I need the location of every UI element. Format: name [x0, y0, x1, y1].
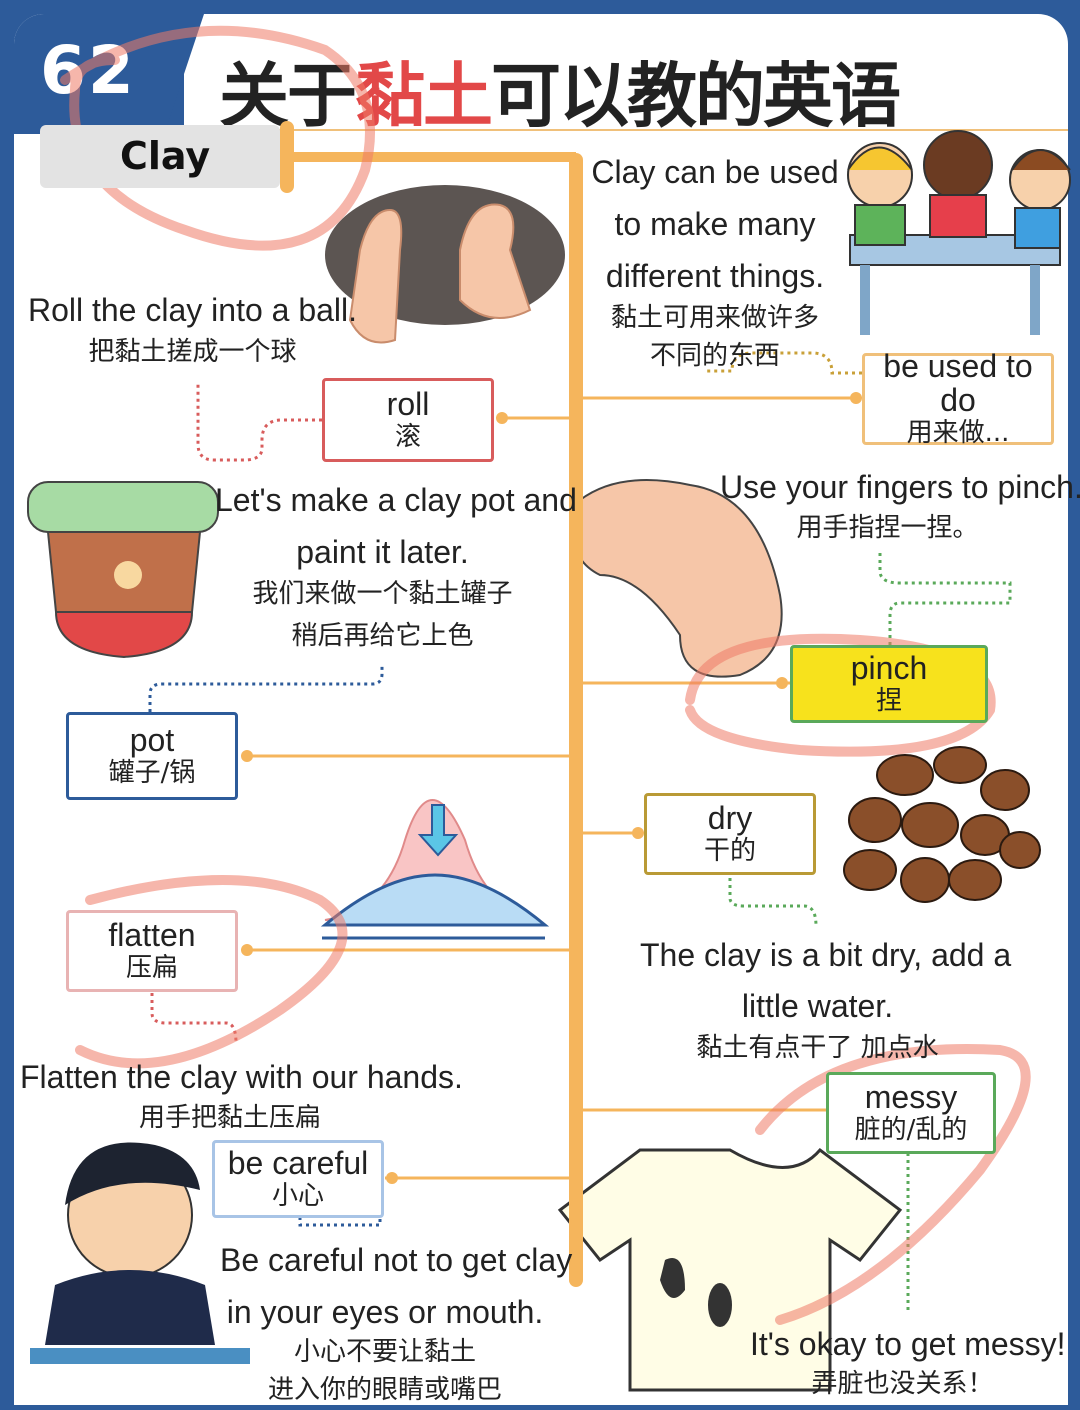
messy-sentence-en: It's okay to get messy!	[750, 1326, 1066, 1362]
word-box-roll: roll 滚	[322, 378, 494, 462]
flatten-sentence-cn: 用手把黏土压扁	[138, 1103, 321, 1133]
messy-tshirt-illustration	[557, 1147, 903, 1392]
word-cn-dry: 干的	[703, 836, 756, 866]
word-en-be-used-to-do: be used to do	[883, 348, 1033, 418]
word-box-dry: dry 干的	[644, 793, 816, 875]
flatten-sentence-en: Flatten the clay with our hands.	[20, 1059, 463, 1095]
word-en-flatten: flatten	[108, 917, 196, 953]
kids-illustration	[847, 130, 1071, 335]
pinch-sentence-cn: 用手指捏一捏。	[796, 513, 979, 543]
word-en-pot: pot	[129, 722, 175, 758]
roll-sentence-cn: 把黏土搓成一个球	[88, 337, 297, 367]
messy-sentence-cn: 弄脏也没关系！	[811, 1369, 994, 1399]
word-cn-messy: 脏的/乱的	[854, 1115, 968, 1145]
word-box-messy: messy 脏的/乱的	[826, 1072, 996, 1154]
intro-cn-2: 不同的东西	[649, 341, 780, 371]
word-en-be-careful: be careful	[227, 1145, 369, 1181]
careful-sentence-cn-1: 小心不要让黏土	[293, 1337, 476, 1367]
word-box-flatten: flatten 压扁	[66, 910, 238, 992]
word-en-pinch: pinch	[850, 650, 928, 686]
word-box-pinch: pinch 捏	[790, 645, 988, 723]
flatten-illustration	[320, 799, 550, 940]
word-en-roll: roll	[386, 386, 430, 422]
pinch-hand-illustration	[572, 479, 783, 678]
word-box-be-careful: be careful 小心	[212, 1140, 384, 1218]
pot-sentence-cn-2: 稍后再给它上色	[291, 621, 474, 651]
intro-en-3: different things.	[605, 258, 825, 294]
careful-sentence-en-2: in your eyes or mouth.	[226, 1294, 544, 1330]
word-en-dry: dry	[707, 800, 753, 836]
pot-sentence-en-1: Let's make a clay pot and	[215, 482, 577, 518]
dry-sentence-en-2: little water.	[741, 988, 894, 1024]
pinch-sentence-en: Use your fingers to pinch.	[720, 469, 1080, 505]
dry-sentence-en-1: The clay is a bit dry, add a	[640, 937, 1012, 973]
word-cn-roll: 滚	[394, 422, 421, 452]
roll-sentence-en: Roll the clay into a ball.	[27, 292, 358, 328]
word-cn-be-used-to-do: 用来做...	[906, 418, 1010, 448]
careful-sentence-en-1: Be careful not to get clay	[220, 1242, 573, 1278]
dry-sentence-cn: 黏土有点干了 加点水	[696, 1033, 939, 1063]
intro-en-1: Clay can be used	[591, 154, 839, 190]
pot-sentence-cn-1: 我们来做一个黏土罐子	[252, 579, 513, 609]
intro-en-2: to make many	[614, 206, 816, 242]
word-en-messy: messy	[864, 1079, 958, 1115]
topic-label: Clay	[40, 125, 280, 188]
word-box-pot: pot 罐子/锅	[66, 712, 238, 800]
word-cn-be-careful: 小心	[271, 1181, 324, 1211]
dry-clay-illustration	[843, 746, 1041, 903]
clay-pot-illustration	[27, 481, 219, 659]
pot-sentence-en-2: paint it later.	[296, 534, 469, 570]
word-cn-flatten: 压扁	[125, 953, 178, 983]
intro-cn-1: 黏土可用来做许多	[610, 303, 819, 333]
word-cn-pot: 罐子/锅	[108, 758, 196, 788]
boy-illustration	[30, 1142, 250, 1364]
word-cn-pinch: 捏	[875, 686, 902, 716]
careful-sentence-cn-2: 进入你的眼睛或嘴巴	[267, 1375, 502, 1405]
word-box-be-used-to-do: be used to do 用来做...	[862, 349, 1054, 448]
